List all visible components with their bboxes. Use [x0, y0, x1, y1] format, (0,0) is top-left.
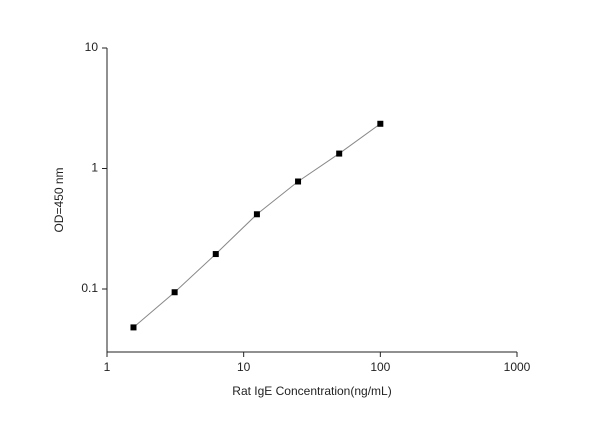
series-line	[133, 123, 381, 328]
x-tick-label: 100	[370, 360, 390, 374]
marker	[171, 289, 178, 296]
marker	[212, 251, 219, 258]
y-tick-label: 0.1	[81, 281, 98, 295]
marker	[377, 120, 384, 127]
marker	[253, 211, 260, 218]
y-tick-label: 1	[91, 161, 98, 175]
marker	[130, 324, 137, 331]
marker	[295, 178, 302, 185]
x-tick-label: 1000	[504, 360, 531, 374]
x-tick-label: 1	[104, 360, 111, 374]
x-axis-title: Rat IgE Concentration(ng/mL)	[232, 384, 391, 398]
y-axis-title: OD=450 nm	[52, 167, 66, 232]
marker	[336, 150, 343, 157]
x-tick-label: 10	[237, 360, 251, 374]
y-tick-label: 10	[85, 40, 99, 54]
